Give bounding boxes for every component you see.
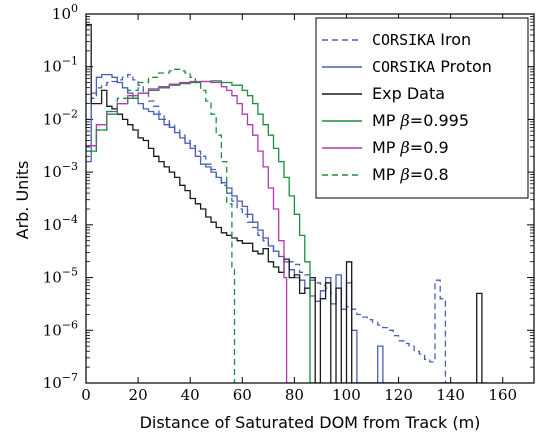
legend-mp-08-label: MP β=0.8: [372, 165, 449, 184]
y-tick-labels: 100 10−1 10−2 10−3 10−4 10−5 10−6 10−7: [43, 2, 78, 392]
y-tick-label: 10−2: [43, 107, 78, 128]
legend: CORSIKA Iron CORSIKA Proton Exp Data MP β=0…: [315, 17, 529, 199]
y-tick-label: 10−3: [43, 160, 78, 181]
legend-mp-0995-label: MP β=0.995: [372, 111, 469, 130]
y-tick-label: 10−4: [43, 213, 78, 234]
x-tick-label: 120: [384, 386, 413, 404]
y-tick-label: 100: [52, 2, 78, 23]
legend-mp-09-label: MP β=0.9: [372, 138, 449, 157]
series-mp-08: [86, 68, 240, 383]
y-tick-label: 10−5: [43, 266, 78, 287]
x-tick-label: 100: [332, 386, 361, 404]
x-tick-labels: 0 20 40 60 80 100 120 140 160: [81, 386, 517, 404]
plot-frame: [85, 13, 535, 384]
series-exp-data: [86, 23, 488, 383]
series-lines: [86, 23, 488, 383]
legend-corsika-proton-label: CORSIKA Proton: [372, 57, 492, 76]
x-tick-label: 40: [181, 386, 200, 404]
legend-box: [315, 17, 529, 199]
x-tick-label: 160: [488, 386, 517, 404]
x-tick-label: 0: [81, 386, 91, 404]
y-axis-title: Arb. Units: [13, 161, 32, 240]
legend-corsika-iron-label: CORSIKA Iron: [372, 30, 471, 49]
y-tick-label: 10−7: [43, 371, 78, 392]
series-corsika-proton: [86, 73, 389, 383]
x-tick-label: 140: [436, 386, 465, 404]
x-tick-label: 80: [285, 386, 304, 404]
y-tick-label: 10−1: [43, 55, 78, 76]
x-axis-title: Distance of Saturated DOM from Track (m): [140, 413, 481, 432]
series-mp-09: [86, 80, 292, 383]
x-tick-label: 60: [233, 386, 252, 404]
y-tick-label: 10−6: [43, 318, 78, 339]
series-mp-0995: [86, 80, 316, 383]
x-tick-label: 20: [129, 386, 148, 404]
legend-exp-data-label: Exp Data: [372, 84, 445, 103]
